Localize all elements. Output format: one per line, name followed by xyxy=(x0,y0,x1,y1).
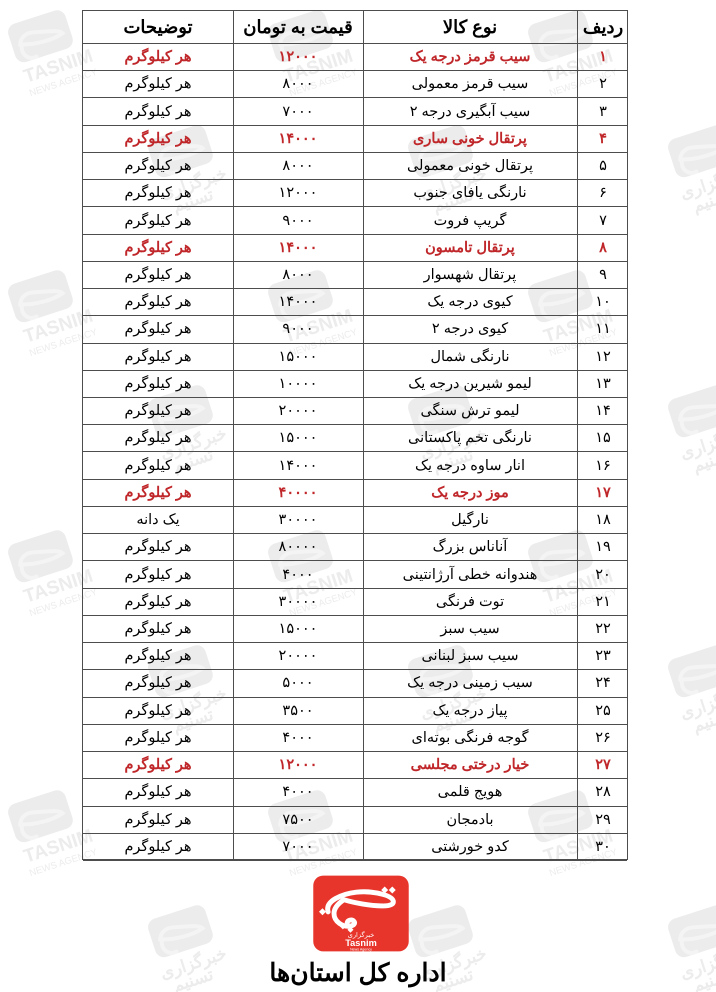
svg-text:News Agency: News Agency xyxy=(350,948,372,952)
svg-text:Tasnim: Tasnim xyxy=(345,938,377,948)
